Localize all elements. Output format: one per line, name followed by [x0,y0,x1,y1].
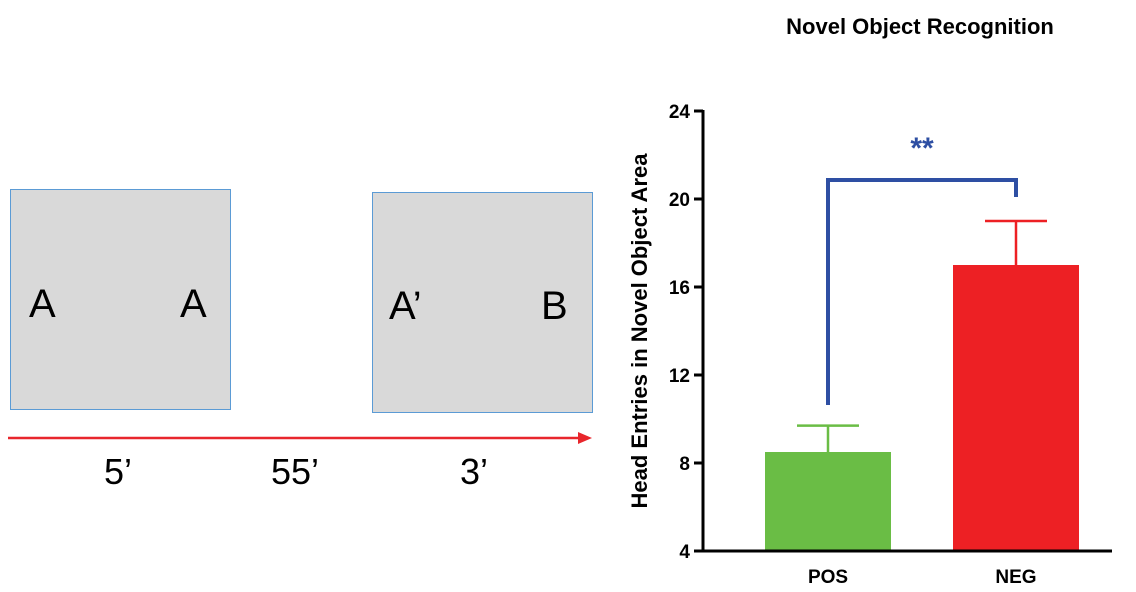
test-arena [372,192,593,413]
significance-label: ** [910,132,934,165]
bar-pos [765,452,891,550]
timeline-arrow [8,432,592,444]
y-tick-label-16: 16 [669,278,690,299]
y-axis-label: Head Entries in Novel Object Area [627,153,652,509]
y-tick-label-12: 12 [669,366,690,387]
duration-familiarization: 5’ [104,451,133,492]
y-tick-label-8: 8 [679,454,690,475]
familiarization-object-right: A [180,282,207,326]
duration-test: 3’ [460,451,489,492]
significance-bracket [826,178,1018,405]
y-tick-label-24: 24 [669,102,691,123]
duration-delay: 55’ [271,451,320,492]
test-object-novel: B [541,284,568,328]
y-tick-label-20: 20 [669,190,690,211]
familiarization-arena [10,189,231,410]
y-tick-label-4: 4 [679,542,690,563]
familiarization-object-left: A [29,282,56,326]
test-object-familiar: A’ [389,284,422,328]
x-tick-label-neg: NEG [995,567,1036,588]
x-tick-label-pos: POS [808,567,848,588]
chart-title: Novel Object Recognition [786,14,1054,39]
bar-neg [953,265,1079,550]
